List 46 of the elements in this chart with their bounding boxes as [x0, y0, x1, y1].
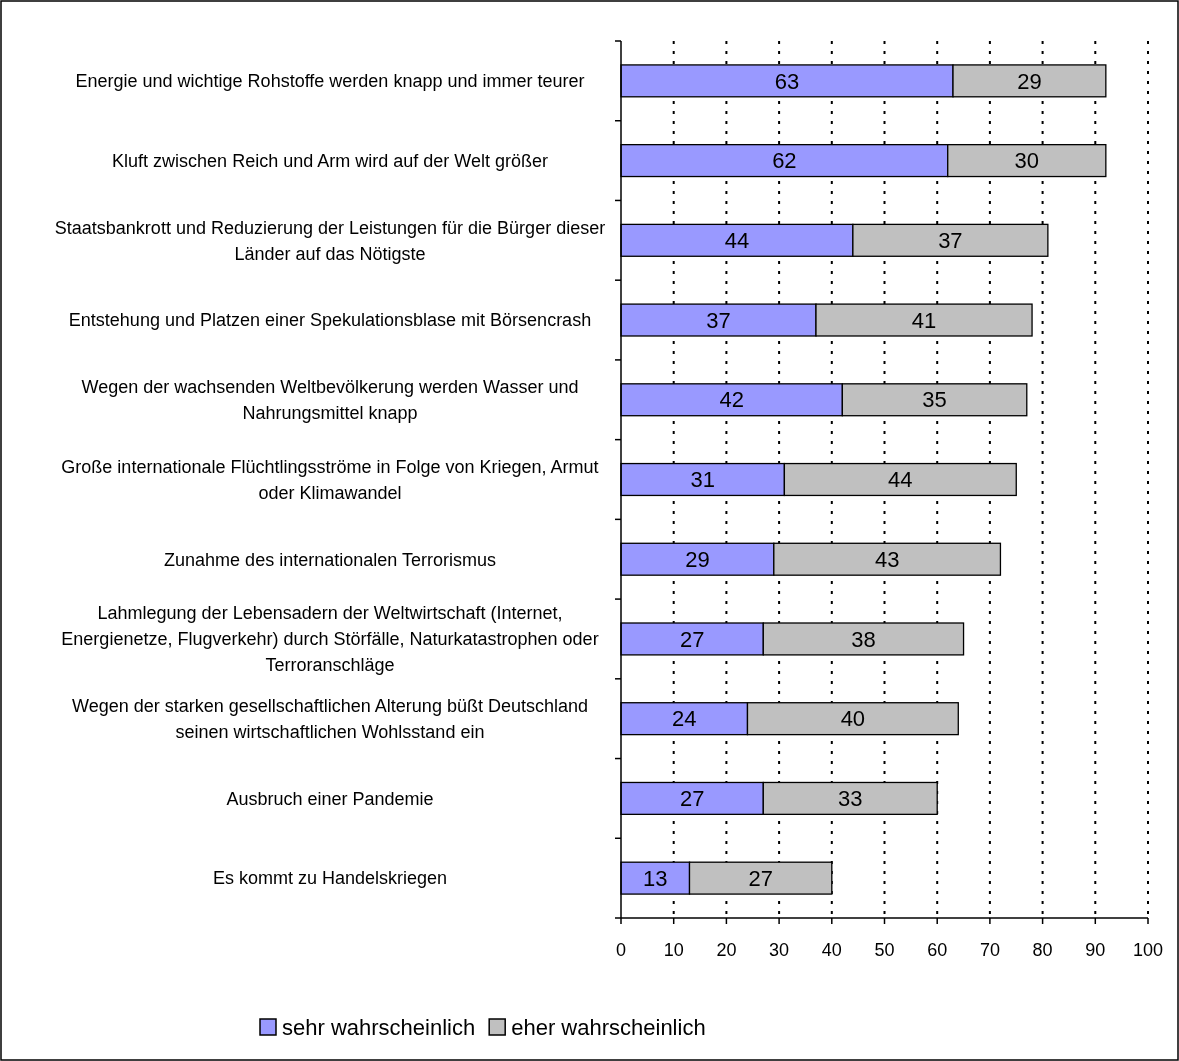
data-label: 37 — [938, 228, 963, 254]
x-tick-label: 70 — [979, 940, 1000, 960]
x-tick-label: 100 — [1132, 940, 1164, 960]
data-label: 27 — [679, 786, 705, 812]
data-label: 40 — [840, 706, 866, 732]
y-tick-label: Zunahme des internationalen Terrorismus — [164, 549, 496, 570]
legend-label: eher wahrscheinlich — [511, 1014, 706, 1040]
data-label: 44 — [724, 228, 750, 254]
data-label: 29 — [685, 546, 710, 572]
y-tick-label: Energie und wichtige Rohstoffe werden knapp und immer teurer — [75, 71, 585, 92]
x-tick-label: 60 — [927, 940, 948, 960]
data-label: 30 — [1014, 148, 1040, 174]
data-label: 13 — [643, 865, 668, 891]
data-label: 31 — [690, 467, 715, 493]
x-tick-label: 10 — [663, 940, 684, 960]
legend-label: sehr wahrscheinlich — [282, 1014, 476, 1040]
data-label: 63 — [774, 68, 800, 94]
x-tick-label: 0 — [615, 940, 627, 960]
data-label: 24 — [672, 706, 697, 732]
data-label: 43 — [874, 546, 900, 572]
x-tick-label: 80 — [1032, 940, 1053, 960]
data-label: 37 — [706, 307, 731, 333]
x-tick-label: 50 — [874, 940, 895, 960]
data-label: 41 — [911, 307, 937, 333]
y-tick-label: Lahmlegung der Lebensadern der Weltwirtschaft (Internet, Energienetze, Flugverkehr) durch Störfälle, Naturkatastrophen oder Terroranschläge — [61, 603, 599, 676]
x-tick-label: 90 — [1085, 940, 1106, 960]
data-label: 33 — [838, 786, 863, 812]
x-tick-label: 20 — [716, 940, 737, 960]
y-tick-label: Wegen der wachsenden Weltbevölkerung werden Wasser und Nahrungsmittel knapp — [81, 377, 579, 424]
data-label: 35 — [922, 387, 947, 413]
y-tick-label: Staatsbankrott und Reduzierung der Leistungen für die Bürger dieser Länder auf das Nötigste — [54, 217, 606, 264]
y-tick-label: Große internationale Flüchtlingsströme in Folge von Kriegen, Armut oder Klimawandel — [61, 456, 599, 503]
y-tick-label: Ausbruch einer Pandemie — [226, 788, 434, 809]
data-label: 42 — [719, 387, 744, 413]
y-tick-label: Entstehung und Platzen einer Spekulationsblase mit Börsencrash — [68, 310, 592, 331]
x-tick-label: 40 — [821, 940, 842, 960]
data-label: 29 — [1017, 68, 1042, 94]
y-tick-label: Kluft zwischen Reich und Arm wird auf der Welt größer — [112, 150, 548, 171]
data-label: 62 — [772, 148, 797, 174]
y-tick-label: Es kommt zu Handelskriegen — [212, 868, 448, 889]
data-label: 27 — [679, 626, 705, 652]
data-label: 44 — [888, 467, 913, 493]
y-tick-label: Wegen der starken gesellschaftlichen Alterung büßt Deutschland seinen wirtschaftlichen Wohlsstand ein — [72, 695, 588, 742]
x-tick-label: 30 — [769, 940, 790, 960]
data-label: 27 — [748, 865, 773, 891]
data-label: 38 — [851, 626, 876, 652]
